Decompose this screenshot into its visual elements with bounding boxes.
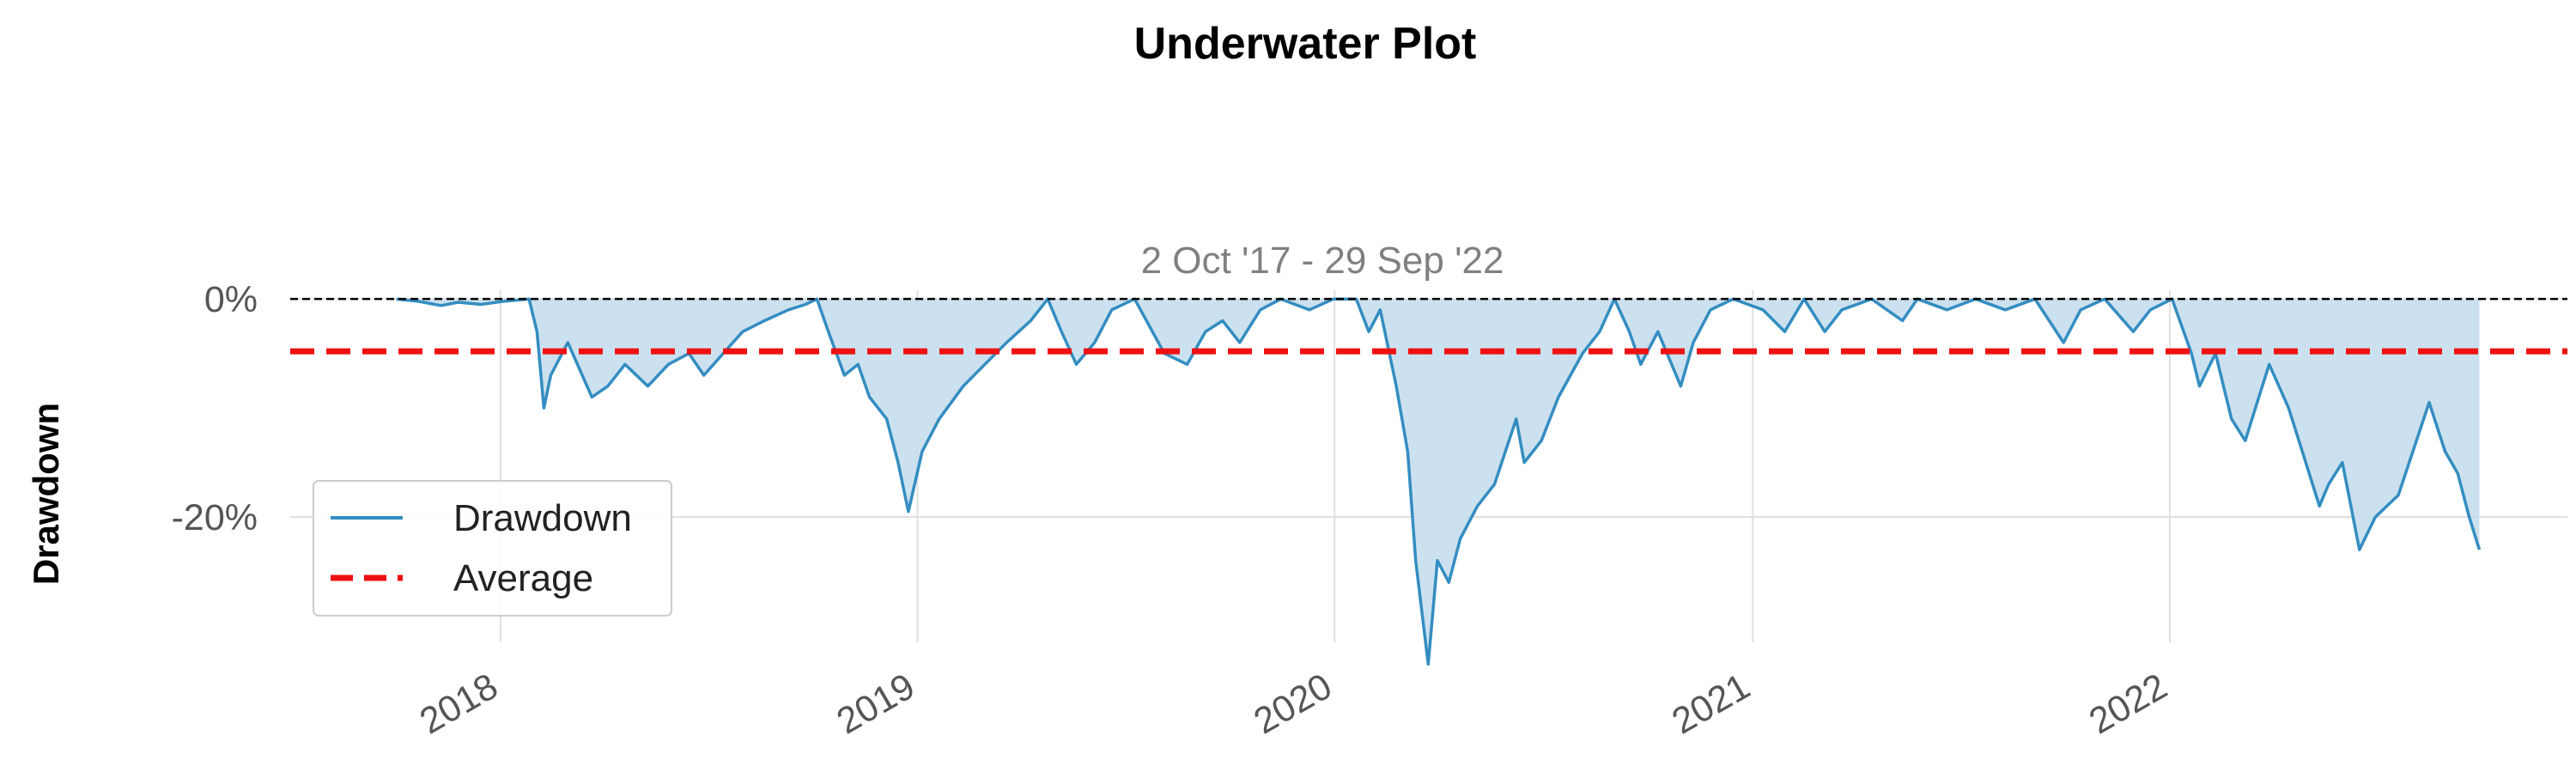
legend-drawdown-label: Drawdown: [453, 497, 632, 539]
y-axis-ticks: 0% -20%: [172, 279, 258, 538]
legend-box: [313, 480, 672, 617]
legend-average-label: Average: [453, 557, 593, 599]
y-tick-label: -20%: [172, 497, 258, 538]
chart-title: Underwater Plot: [1134, 19, 1477, 69]
x-tick-label: 2022: [2082, 666, 2174, 742]
drawdown-fill: [396, 299, 2480, 665]
legend: Drawdown Average: [313, 480, 672, 617]
drawdown-area: [396, 297, 2482, 666]
y-tick-label: 0%: [204, 279, 258, 320]
x-tick-label: 2020: [1247, 666, 1339, 742]
x-axis-ticks: 2018 2019 2020 2021 2022: [413, 666, 2174, 742]
chart-subtitle: 2 Oct '17 - 29 Sep '22: [1141, 240, 1504, 282]
y-axis-label: Drawdown: [26, 403, 66, 585]
drawdown-line: [396, 297, 2482, 666]
x-tick-label: 2019: [830, 666, 922, 742]
x-tick-label: 2021: [1665, 666, 1757, 742]
x-tick-label: 2018: [413, 666, 505, 742]
reference-lines: [290, 297, 2567, 355]
